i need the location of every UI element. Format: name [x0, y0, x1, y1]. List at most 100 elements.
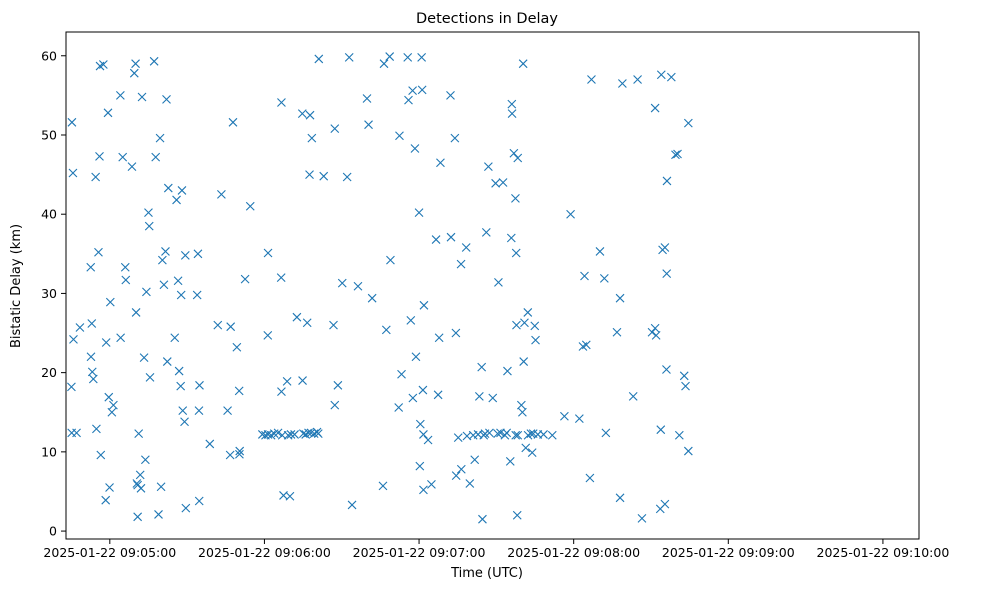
detection-point	[671, 150, 680, 160]
detection-point	[446, 90, 455, 100]
detection-point	[67, 382, 76, 392]
x-tick-label: 2025-01-22 09:08:00	[507, 545, 640, 560]
detection-point	[403, 52, 413, 62]
detection-point	[415, 461, 425, 471]
detection-point	[512, 320, 521, 330]
detection-point	[225, 450, 235, 460]
detection-point	[683, 446, 693, 456]
detection-point	[433, 390, 443, 400]
detection-point	[228, 117, 238, 127]
detection-point	[172, 195, 181, 205]
detection-point	[410, 144, 420, 153]
detection-point	[298, 376, 307, 385]
detection-point	[662, 365, 671, 374]
detection-point	[226, 322, 236, 332]
x-axis: 2025-01-22 09:05:00 2025-01-22 09:06:00 20…	[43, 539, 949, 560]
detection-point	[395, 131, 404, 141]
detection-point	[662, 176, 672, 186]
y-tick-label: 40	[41, 207, 57, 222]
detection-point	[585, 473, 595, 483]
detection-point	[135, 470, 145, 480]
detection-point	[423, 435, 433, 445]
detection-point	[574, 414, 584, 423]
detection-point	[491, 178, 500, 188]
detection-point	[234, 386, 244, 396]
detection-point	[139, 353, 149, 362]
detection-point	[431, 235, 441, 244]
detection-point	[127, 162, 137, 172]
detection-point	[86, 262, 96, 272]
detection-point	[178, 406, 188, 416]
detection-point	[481, 228, 491, 237]
detection-point	[488, 393, 498, 403]
y-tick-label: 20	[41, 365, 57, 380]
detection-point	[502, 428, 512, 438]
detection-point	[507, 99, 517, 109]
detection-point	[301, 430, 311, 439]
detection-point	[496, 428, 505, 438]
detection-point	[342, 172, 352, 182]
detection-point	[118, 152, 128, 162]
detection-point	[116, 333, 126, 343]
detection-point	[523, 308, 533, 317]
detection-point	[140, 455, 150, 465]
detection-point	[511, 248, 521, 258]
detection-point	[587, 75, 596, 84]
x-axis-label: Time (UTC)	[450, 566, 523, 581]
plot-area	[65, 31, 920, 540]
detection-point	[518, 59, 528, 69]
detection-point	[313, 429, 323, 439]
detection-point	[145, 373, 155, 382]
detection-point	[292, 312, 302, 322]
detection-point	[427, 479, 436, 489]
detection-point	[69, 334, 78, 344]
detection-point	[235, 449, 244, 459]
detection-point	[109, 400, 118, 410]
detection-point	[104, 392, 114, 402]
detection-point	[493, 429, 503, 439]
detection-point	[507, 109, 517, 118]
detection-point	[451, 328, 461, 338]
detection-point	[513, 153, 523, 163]
detection-point	[282, 376, 292, 386]
detection-point	[136, 483, 146, 493]
detection-point	[88, 374, 98, 384]
detection-point	[560, 411, 569, 421]
detection-point	[134, 429, 144, 439]
detection-point	[309, 429, 319, 439]
detection-point	[91, 172, 101, 182]
detection-point	[176, 290, 186, 300]
y-tick-label: 60	[41, 48, 57, 63]
detection-point	[194, 406, 204, 416]
detection-point	[344, 52, 354, 62]
detection-point	[115, 90, 125, 100]
detection-point	[450, 133, 460, 143]
detection-point	[650, 103, 660, 113]
detection-point	[453, 433, 463, 442]
detection-point	[662, 269, 672, 279]
detection-point	[129, 68, 139, 78]
detection-point	[615, 493, 625, 503]
y-tick-label: 0	[49, 524, 57, 539]
detection-point	[666, 72, 676, 82]
x-tick-label: 2025-01-22 09:05:00	[43, 545, 176, 560]
detection-point	[337, 278, 347, 288]
detection-point	[681, 381, 690, 391]
detection-point	[364, 120, 373, 130]
detection-point	[142, 287, 151, 297]
detection-point	[660, 499, 670, 509]
detection-point	[498, 178, 508, 187]
detection-point	[406, 315, 416, 325]
detection-point	[240, 274, 250, 284]
detection-point	[223, 406, 232, 416]
detection-point	[633, 75, 642, 84]
detection-point	[595, 247, 605, 256]
detection-point	[68, 168, 78, 178]
detection-point	[509, 148, 519, 158]
detection-point	[305, 170, 314, 179]
detection-point	[478, 514, 487, 524]
detection-point	[285, 491, 295, 501]
detection-point	[173, 276, 183, 286]
detection-point	[516, 400, 526, 410]
detection-point	[213, 320, 223, 330]
